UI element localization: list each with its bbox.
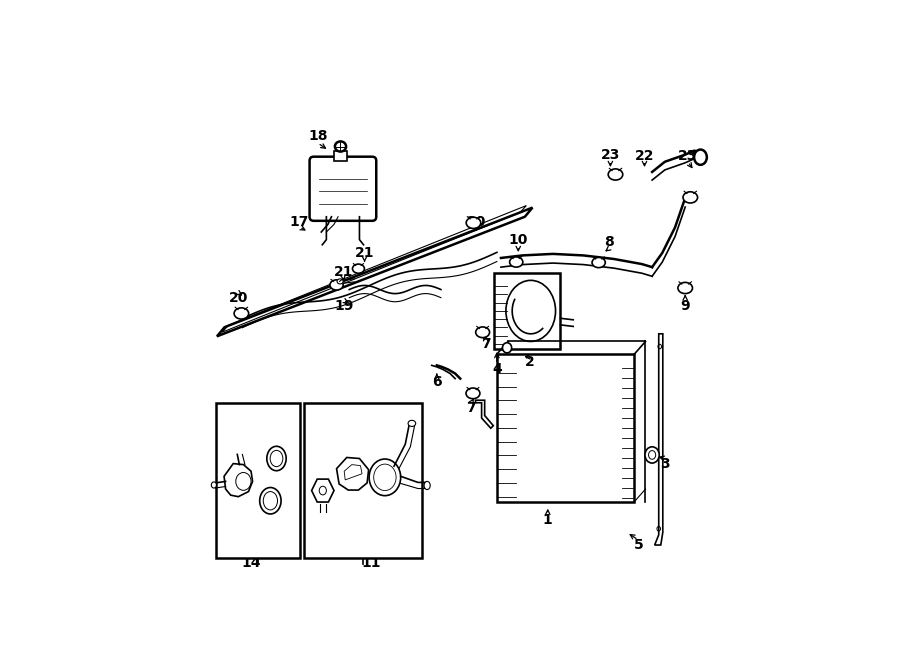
- Text: 7: 7: [481, 337, 491, 351]
- Ellipse shape: [502, 342, 511, 353]
- Text: 19: 19: [335, 299, 354, 313]
- Ellipse shape: [509, 257, 523, 267]
- Text: 21: 21: [333, 264, 353, 279]
- Text: 14: 14: [242, 556, 261, 570]
- Ellipse shape: [608, 169, 623, 180]
- FancyBboxPatch shape: [310, 157, 376, 221]
- Bar: [216, 403, 300, 558]
- Ellipse shape: [369, 459, 400, 496]
- Bar: [497, 354, 634, 502]
- Ellipse shape: [338, 279, 343, 284]
- Text: 2: 2: [525, 355, 535, 369]
- Ellipse shape: [234, 308, 248, 319]
- Polygon shape: [654, 334, 662, 545]
- Text: 16: 16: [265, 469, 284, 483]
- Text: 21: 21: [355, 247, 374, 260]
- Ellipse shape: [592, 258, 606, 268]
- Ellipse shape: [476, 327, 490, 338]
- Bar: [334, 151, 346, 161]
- Text: 10: 10: [508, 233, 528, 247]
- Ellipse shape: [212, 482, 216, 488]
- Text: 12: 12: [355, 413, 374, 427]
- Polygon shape: [337, 457, 369, 490]
- Text: 13: 13: [315, 444, 335, 458]
- Ellipse shape: [335, 141, 346, 151]
- Polygon shape: [224, 463, 253, 496]
- Text: 17: 17: [290, 215, 309, 229]
- Text: 20: 20: [467, 215, 486, 229]
- Ellipse shape: [694, 149, 706, 165]
- Text: 8: 8: [605, 235, 614, 249]
- Text: 11: 11: [362, 556, 381, 570]
- Ellipse shape: [408, 420, 416, 426]
- Text: 15: 15: [273, 408, 292, 422]
- Text: 3: 3: [660, 457, 670, 471]
- Text: 1: 1: [543, 512, 553, 527]
- Text: 9: 9: [680, 299, 690, 313]
- Ellipse shape: [424, 481, 430, 490]
- Polygon shape: [475, 400, 493, 428]
- Text: 7: 7: [466, 401, 476, 414]
- Ellipse shape: [678, 282, 692, 293]
- Bar: [494, 273, 561, 349]
- Ellipse shape: [260, 488, 281, 514]
- Ellipse shape: [466, 217, 481, 229]
- Ellipse shape: [266, 446, 286, 471]
- Text: 23: 23: [600, 147, 620, 162]
- Text: 23: 23: [678, 149, 698, 163]
- Text: 22: 22: [634, 149, 654, 163]
- Ellipse shape: [466, 388, 480, 399]
- Ellipse shape: [645, 447, 659, 463]
- Polygon shape: [311, 479, 334, 502]
- Text: 5: 5: [634, 538, 643, 552]
- Text: 18: 18: [308, 130, 328, 143]
- Polygon shape: [217, 208, 533, 336]
- Text: 4: 4: [492, 362, 502, 376]
- Ellipse shape: [683, 192, 698, 203]
- Text: 20: 20: [230, 292, 248, 305]
- Ellipse shape: [353, 264, 364, 273]
- Text: 6: 6: [432, 375, 442, 389]
- Ellipse shape: [330, 280, 343, 290]
- Bar: [304, 403, 421, 558]
